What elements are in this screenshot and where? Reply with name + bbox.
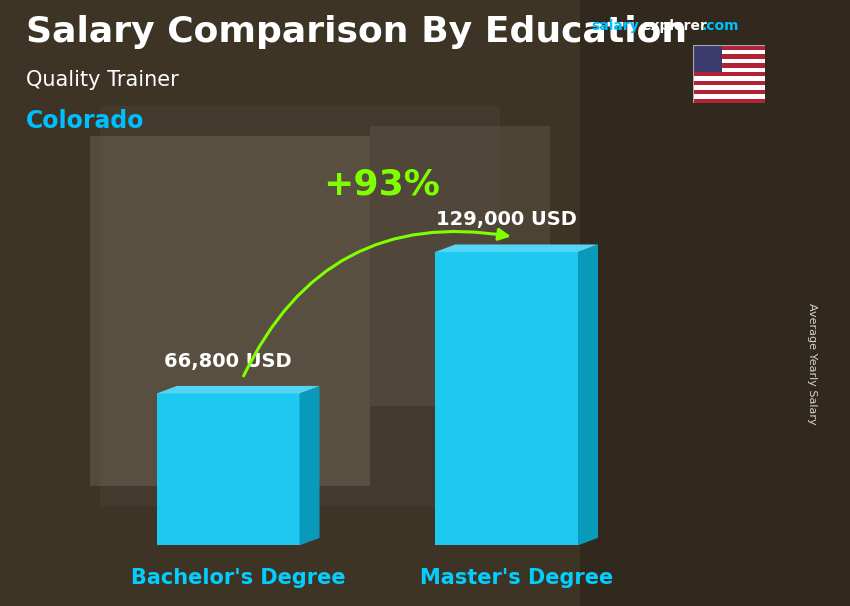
Text: Bachelor's Degree: Bachelor's Degree	[131, 568, 345, 588]
Text: .com: .com	[702, 19, 740, 33]
Bar	[693, 63, 765, 68]
Bar	[693, 59, 765, 63]
Bar	[693, 99, 765, 103]
Bar	[693, 45, 765, 50]
Bar	[156, 393, 299, 545]
Bar	[693, 45, 722, 72]
Text: Quality Trainer: Quality Trainer	[26, 70, 178, 90]
Text: salary: salary	[591, 19, 638, 33]
Polygon shape	[156, 386, 320, 393]
Bar	[693, 72, 765, 76]
Bar	[693, 94, 765, 99]
Text: +93%: +93%	[323, 167, 440, 201]
Bar	[100, 106, 500, 506]
Bar	[90, 136, 370, 486]
Polygon shape	[299, 386, 320, 545]
Bar	[580, 0, 850, 606]
Text: 129,000 USD: 129,000 USD	[436, 210, 577, 230]
Text: Average Yearly Salary: Average Yearly Salary	[807, 303, 817, 424]
Bar	[693, 90, 765, 94]
Bar	[693, 85, 765, 90]
Text: explorer: explorer	[642, 19, 707, 33]
Text: Salary Comparison By Education: Salary Comparison By Education	[26, 15, 687, 49]
Text: Colorado: Colorado	[26, 109, 144, 133]
Bar	[693, 68, 765, 72]
Bar	[693, 50, 765, 55]
Bar	[370, 126, 550, 406]
Polygon shape	[578, 244, 598, 545]
Bar	[435, 252, 578, 545]
Polygon shape	[435, 244, 598, 252]
Bar	[693, 81, 765, 85]
Bar	[693, 55, 765, 59]
Text: 66,800 USD: 66,800 USD	[164, 352, 292, 371]
Bar	[693, 76, 765, 81]
Text: Master's Degree: Master's Degree	[420, 568, 613, 588]
